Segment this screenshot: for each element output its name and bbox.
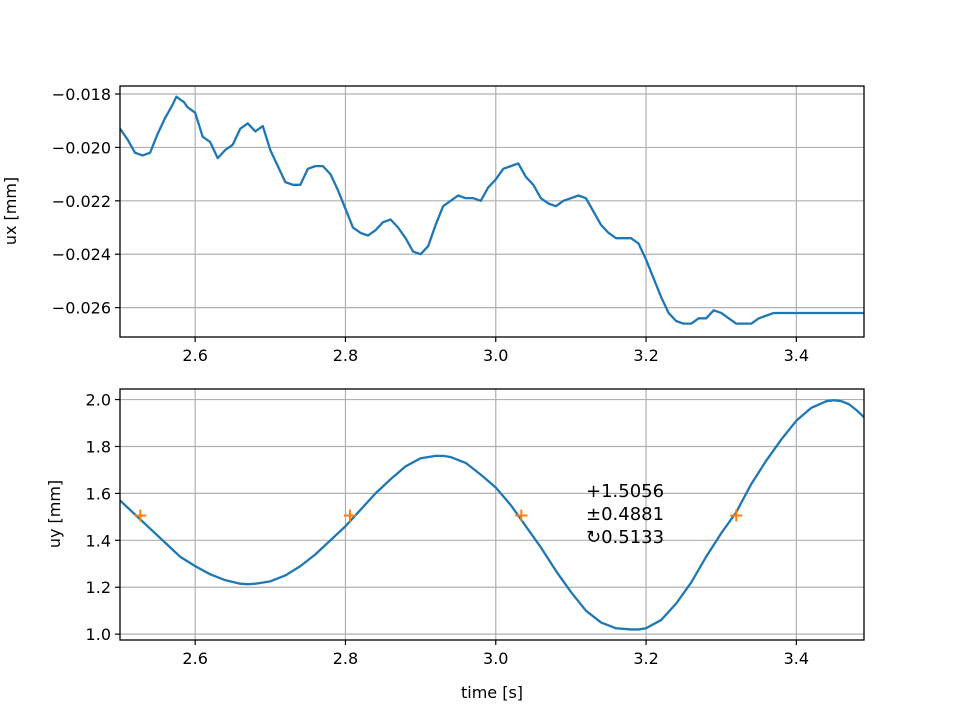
ux-y-axis-label: ux [mm]	[1, 177, 20, 245]
uy-y-tick-label: 1.2	[86, 578, 111, 597]
uy-x-tick-label: 2.6	[182, 649, 207, 668]
annotation-mean: +1.5056	[586, 481, 664, 502]
ux-y-tick-label: −0.026	[52, 299, 111, 318]
uy-y-tick-label: 2.0	[86, 391, 111, 410]
annotation-period: ↻0.5133	[586, 527, 664, 548]
ux-y-ticks: −0.026 −0.024 −0.022 −0.020 −0.018	[52, 85, 120, 318]
crossing-marker	[515, 509, 528, 522]
uy-y-axis-label: uy [mm]	[45, 480, 64, 548]
ux-panel: 2.6 2.8 3.0 3.2 3.4 −0.026 −0.024 −0.022 −0.020…	[1, 85, 865, 365]
uy-y-tick-label: 1.0	[86, 625, 111, 644]
crossing-marker	[730, 509, 743, 522]
ux-x-tick-label: 3.4	[784, 346, 809, 365]
ux-x-tick-label: 2.8	[333, 346, 358, 365]
ux-grid	[120, 86, 864, 337]
ux-x-tick-label: 2.6	[182, 346, 207, 365]
uy-x-tick-label: 3.4	[784, 649, 809, 668]
annotation-amplitude: ±0.4881	[586, 504, 664, 525]
ux-y-tick-label: −0.024	[52, 245, 111, 264]
uy-crossing-markers	[134, 509, 743, 522]
uy-x-tick-label: 3.2	[633, 649, 658, 668]
uy-series	[120, 399, 864, 631]
ux-x-ticks: 2.6 2.8 3.0 3.2 3.4	[182, 337, 809, 365]
x-axis-label: time [s]	[461, 683, 523, 702]
uy-y-ticks: 1.0 1.2 1.4 1.6 1.8 2.0	[86, 391, 120, 644]
ux-y-tick-label: −0.022	[52, 192, 111, 211]
uy-x-tick-label: 3.0	[483, 649, 508, 668]
uy-y-tick-label: 1.6	[86, 484, 111, 503]
uy-y-tick-label: 1.8	[86, 437, 111, 456]
ux-y-tick-label: −0.018	[52, 85, 111, 104]
uy-grid	[120, 389, 864, 640]
ux-x-tick-label: 3.2	[633, 346, 658, 365]
ux-series-line	[120, 95, 864, 325]
uy-axes-frame	[119, 388, 865, 641]
uy-x-tick-label: 2.8	[333, 649, 358, 668]
uy-series-line	[120, 399, 864, 631]
crossing-marker	[343, 509, 356, 522]
uy-y-tick-label: 1.4	[86, 531, 111, 550]
ux-axes-frame	[119, 85, 865, 338]
uy-x-ticks: 2.6 2.8 3.0 3.2 3.4	[182, 640, 809, 668]
uy-panel: 2.6 2.8 3.0 3.2 3.4 1.0 1.2 1.4 1.6 1.8 2.0 uy [m…	[45, 388, 865, 702]
crossing-marker	[134, 509, 147, 522]
ux-y-tick-label: −0.020	[52, 138, 111, 157]
ux-x-tick-label: 3.0	[483, 346, 508, 365]
ux-series	[120, 95, 864, 325]
